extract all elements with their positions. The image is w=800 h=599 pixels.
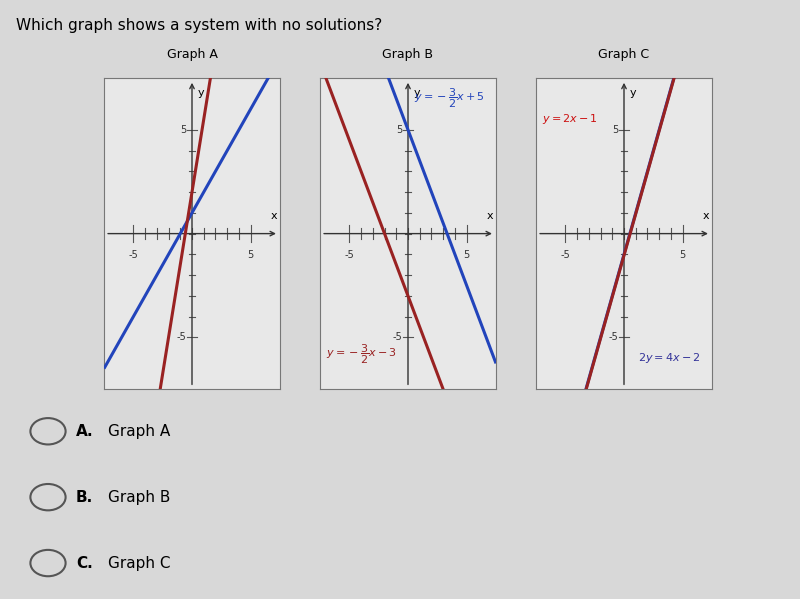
Text: x: x [703,211,710,221]
Text: 5: 5 [612,125,618,135]
Text: Graph A: Graph A [108,423,170,439]
Text: Graph B: Graph B [108,489,170,505]
Text: x: x [271,211,278,221]
Text: C.: C. [76,555,93,571]
Text: 5: 5 [463,250,470,260]
Text: 5: 5 [247,250,254,260]
Text: 5: 5 [180,125,186,135]
Text: -5: -5 [345,250,354,260]
Text: B.: B. [76,489,94,505]
Text: $y = 2x - 1$: $y = 2x - 1$ [542,113,598,126]
Text: $y = -\dfrac{3}{2}x + 5$: $y = -\dfrac{3}{2}x + 5$ [414,87,485,110]
Title: Graph C: Graph C [598,49,650,62]
Text: -5: -5 [176,332,186,343]
Text: -5: -5 [129,250,138,260]
Text: x: x [487,211,494,221]
Text: 5: 5 [679,250,686,260]
Text: A.: A. [76,423,94,439]
Text: y: y [198,88,205,98]
Text: -5: -5 [561,250,570,260]
Text: y: y [630,88,637,98]
Text: y: y [414,88,421,98]
Text: 5: 5 [396,125,402,135]
Text: $y = -\dfrac{3}{2}x - 3$: $y = -\dfrac{3}{2}x - 3$ [326,342,397,366]
Title: Graph A: Graph A [166,49,218,62]
Text: Graph C: Graph C [108,555,170,571]
Text: $2y = 4x - 2$: $2y = 4x - 2$ [638,351,701,365]
Text: -5: -5 [608,332,618,343]
Text: -5: -5 [392,332,402,343]
Title: Graph B: Graph B [382,49,434,62]
Text: Which graph shows a system with no solutions?: Which graph shows a system with no solut… [16,18,382,33]
